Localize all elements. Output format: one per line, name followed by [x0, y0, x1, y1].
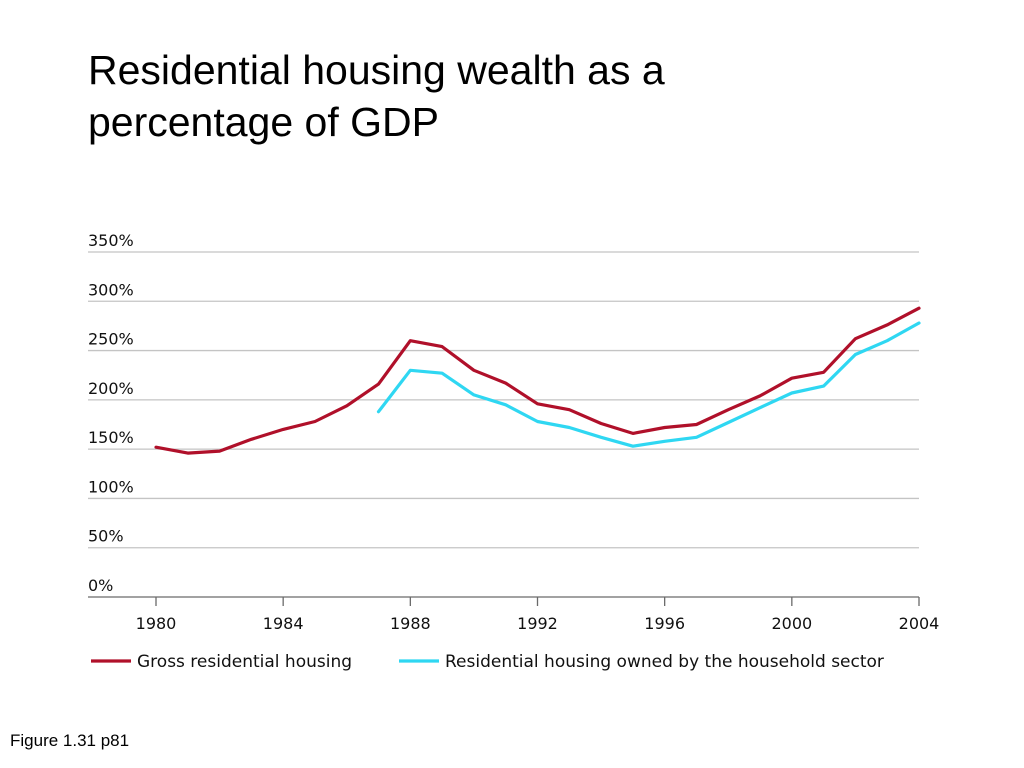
y-tick-label-350: 350%: [88, 231, 134, 250]
series-line-2: [376, 321, 921, 448]
x-tick-label-2000: 2000: [771, 614, 812, 633]
y-tick-label-150: 150%: [88, 428, 134, 447]
x-tick-label-1992: 1992: [517, 614, 558, 633]
x-axis-ticks: 1980 1984 1988 1992 1996 2000 2004: [136, 597, 940, 633]
y-tick-label-100: 100%: [88, 477, 134, 496]
x-tick-label-1984: 1984: [263, 614, 304, 633]
legend-label-1: Gross residential housing: [137, 652, 352, 672]
x-tick-label-1980: 1980: [136, 614, 177, 633]
x-tick-label-1996: 1996: [644, 614, 685, 633]
y-tick-label-0: 0%: [88, 576, 113, 595]
legend: Gross residential housing Residential hou…: [91, 652, 884, 672]
figure-caption: Figure 1.31 p81: [10, 731, 130, 750]
y-tick-label-250: 250%: [88, 330, 134, 349]
legend-label-2: Residential housing owned by the househo…: [445, 652, 884, 672]
gridlines: [88, 251, 919, 549]
x-tick-label-1988: 1988: [390, 614, 431, 633]
y-tick-label-50: 50%: [88, 527, 124, 546]
y-tick-label-200: 200%: [88, 379, 134, 398]
slide-title: Residential housing wealth as a percenta…: [88, 47, 665, 145]
y-axis-ticks: 0% 50% 100% 150% 200% 250% 300% 350%: [88, 231, 134, 595]
series-line-1: [154, 306, 921, 455]
series-lines: [154, 306, 921, 455]
x-tick-label-2004: 2004: [899, 614, 940, 633]
y-tick-label-300: 300%: [88, 280, 134, 299]
